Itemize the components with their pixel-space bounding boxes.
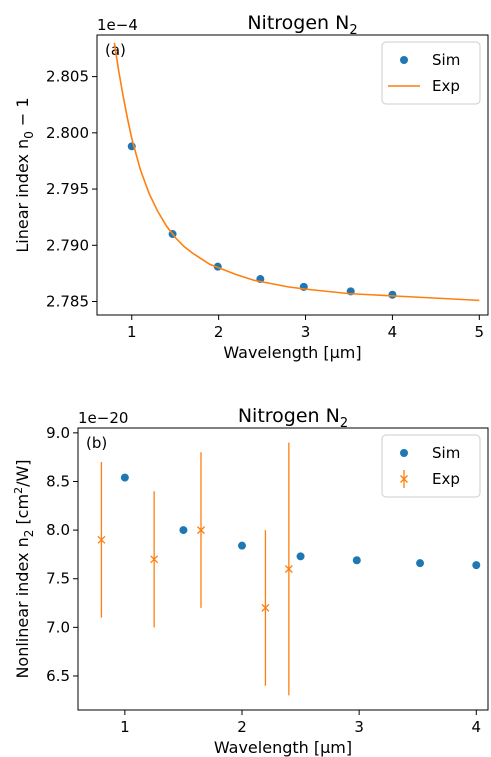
x-tick-label: 2 (214, 323, 224, 341)
x-marker-stroke (400, 475, 408, 483)
data-point-exp (150, 555, 159, 564)
y-tick-label: 2.800 (46, 124, 89, 142)
legend-swatch-sim (400, 449, 408, 457)
x-tick-label: 1 (120, 718, 130, 736)
plot-frame (77, 427, 489, 711)
x-tick-label: 4 (388, 323, 398, 341)
data-point-sim (352, 556, 361, 565)
y-tick-label: 8.0 (46, 521, 70, 539)
x-marker-stroke (261, 603, 270, 612)
data-point-sim (472, 561, 481, 570)
x-axis-label: Wavelength [μm] (214, 738, 352, 757)
y-tick-label: 2.790 (46, 236, 89, 254)
legend-label: Sim (432, 444, 460, 462)
x-marker-stroke (150, 555, 159, 564)
chart-title: Nitrogen N2 (247, 12, 357, 38)
chart-panel-a: 1 2 3 4 5 2.785 2.790 2.795 2.800 2.805 1e−4 Nitrog… (13, 12, 489, 362)
chart-panel-b: 1 2 3 4 6.5 7.0 7.5 8.0 8.5 9.0 1e−20 Nitrogen N2 Wa… (12, 405, 489, 757)
data-point-exp (197, 526, 205, 535)
y-tick-label: 9.0 (46, 424, 70, 442)
x-tick-label: 1 (127, 323, 137, 341)
y-tick-label: 2.795 (46, 180, 89, 198)
data-point-sim (120, 473, 129, 482)
legend-label: Exp (432, 77, 460, 95)
y-axis-label: Nonlinear index n2 [cm2/W] (12, 459, 36, 678)
legend-label: Exp (432, 470, 460, 488)
x-tick-label: 4 (472, 718, 482, 736)
legend-box (381, 41, 481, 105)
legend-swatch-sim (400, 56, 408, 64)
x-axis-label: Wavelength [μm] (223, 343, 361, 362)
data-point-sim (416, 559, 425, 568)
y-tick-label: 6.5 (46, 667, 70, 685)
x-tick-label: 3 (301, 323, 311, 341)
y-tick-label: 2.785 (46, 293, 89, 311)
y-tick-label: 7.0 (46, 618, 70, 636)
plot-frame (96, 34, 489, 316)
x-marker-stroke (197, 526, 205, 535)
data-point-sim (296, 552, 305, 561)
y-axis-label: Linear index n0 − 1 (13, 97, 36, 252)
chart-title: Nitrogen N2 (238, 405, 348, 431)
data-point-sim (238, 541, 246, 550)
y-tick-label: 2.805 (46, 68, 89, 86)
legend-swatch-exp (400, 470, 408, 488)
data-point-exp (97, 535, 106, 544)
legend-label: Sim (432, 51, 460, 69)
series-line-exp (113, 42, 480, 302)
x-marker-stroke (97, 535, 106, 544)
legend-box (381, 434, 481, 498)
x-tick-label: 5 (475, 323, 485, 341)
y-offset-label: 1e−4 (97, 16, 138, 34)
x-tick-label: 3 (354, 718, 364, 736)
data-point-sim (179, 526, 188, 535)
legend: Sim Exp (381, 434, 481, 498)
data-point-exp (284, 565, 293, 573)
x-tick-label: 2 (237, 718, 247, 736)
x-marker-stroke (284, 565, 293, 573)
y-tick-label: 7.5 (46, 570, 70, 588)
data-point-sim (388, 290, 397, 299)
y-tick-label: 8.5 (46, 472, 70, 490)
legend: Sim Exp (381, 41, 481, 105)
panel-label: (b) (86, 434, 107, 452)
y-offset-label: 1e−20 (78, 409, 128, 427)
data-point-exp (261, 603, 270, 612)
